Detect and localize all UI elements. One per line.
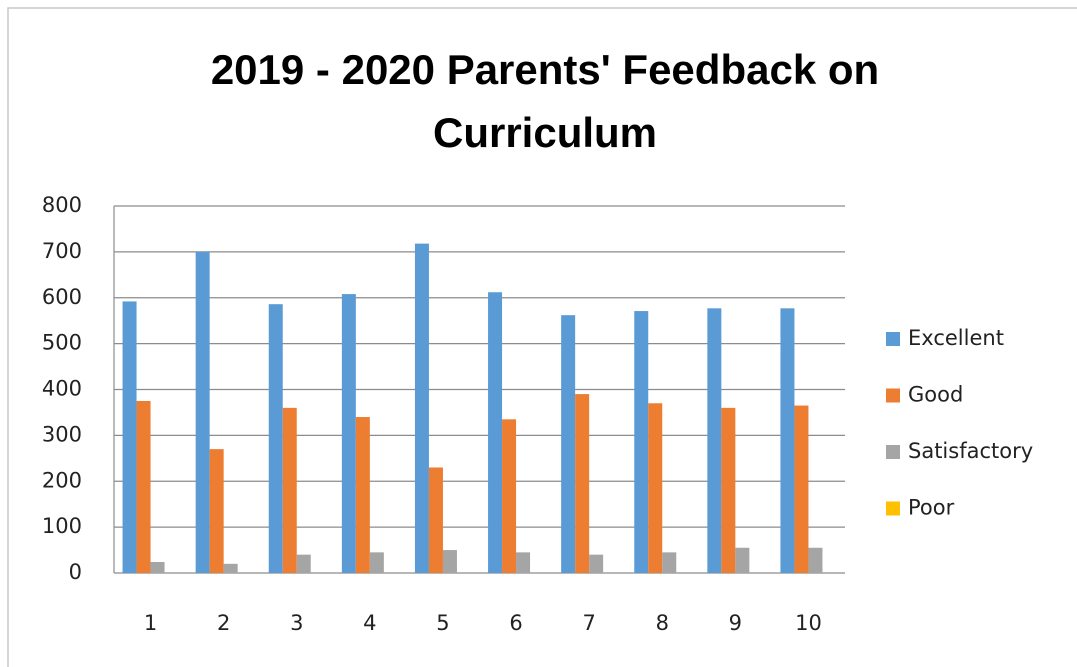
legend-label: Satisfactory bbox=[908, 439, 1033, 463]
y-tick-label: 500 bbox=[42, 331, 82, 355]
bar bbox=[780, 308, 795, 573]
bar bbox=[575, 394, 590, 573]
chart-title: 2019 - 2020 Parents' Feedback on Curricu… bbox=[210, 46, 880, 156]
bar bbox=[648, 403, 663, 573]
bar bbox=[296, 554, 311, 573]
bar bbox=[209, 449, 224, 573]
bar bbox=[808, 547, 823, 573]
bar bbox=[502, 419, 517, 573]
chart-frame bbox=[7, 7, 1077, 667]
bar bbox=[150, 561, 165, 573]
legend-swatch bbox=[886, 388, 900, 403]
bar bbox=[662, 552, 677, 573]
bar bbox=[516, 552, 531, 573]
legend-swatch bbox=[886, 445, 900, 459]
y-tick-label: 0 bbox=[69, 560, 82, 584]
bar bbox=[268, 304, 283, 573]
x-tick-label: 2 bbox=[217, 611, 230, 635]
bar bbox=[634, 311, 649, 573]
y-tick-label: 400 bbox=[42, 377, 82, 401]
x-tick-label: 9 bbox=[729, 611, 742, 635]
x-tick-label: 7 bbox=[582, 611, 595, 635]
bar bbox=[341, 294, 356, 573]
bar bbox=[282, 407, 297, 573]
bar bbox=[794, 405, 809, 573]
bar bbox=[223, 563, 238, 573]
bar bbox=[442, 550, 457, 573]
bar bbox=[355, 417, 370, 573]
bar bbox=[488, 292, 503, 573]
legend-label: Poor bbox=[908, 496, 955, 520]
y-tick-label: 800 bbox=[42, 193, 82, 217]
bar bbox=[369, 552, 384, 573]
bar bbox=[414, 243, 429, 573]
bar bbox=[561, 315, 576, 573]
x-tick-label: 4 bbox=[363, 611, 376, 635]
legend-swatch bbox=[886, 501, 900, 516]
x-tick-label: 6 bbox=[509, 611, 522, 635]
x-tick-label: 8 bbox=[656, 611, 669, 635]
bar bbox=[721, 407, 736, 573]
x-tick-label: 3 bbox=[290, 611, 303, 635]
bar bbox=[195, 251, 210, 573]
bar bbox=[122, 301, 137, 573]
y-tick-label: 600 bbox=[42, 285, 82, 309]
bar bbox=[589, 554, 604, 573]
bar bbox=[735, 547, 750, 573]
bar bbox=[428, 467, 443, 573]
y-tick-label: 700 bbox=[42, 239, 82, 263]
legend-label: Excellent bbox=[908, 326, 1004, 350]
bar bbox=[136, 400, 151, 573]
x-tick-label: 5 bbox=[436, 611, 449, 635]
x-tick-label: 1 bbox=[144, 611, 157, 635]
y-tick-label: 100 bbox=[42, 514, 82, 538]
y-tick-label: 300 bbox=[42, 422, 82, 446]
bar bbox=[707, 308, 722, 573]
legend-swatch bbox=[886, 332, 900, 346]
x-tick-label: 10 bbox=[795, 611, 822, 635]
legend-label: Good bbox=[908, 383, 963, 407]
y-tick-label: 200 bbox=[42, 468, 82, 492]
